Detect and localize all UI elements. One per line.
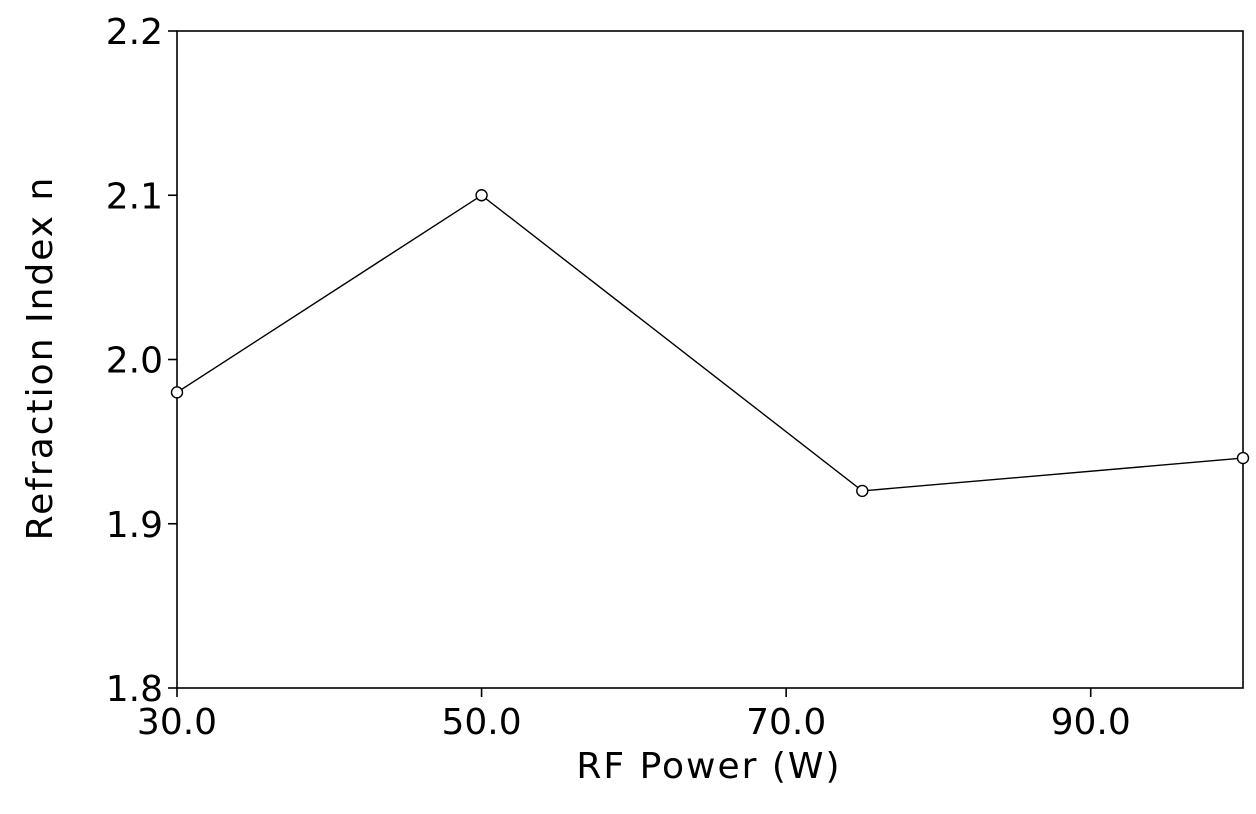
data-point	[170, 386, 184, 399]
x-axis-title: RF Power (W)	[576, 746, 841, 787]
y-tick-label: 2.1	[106, 176, 163, 217]
data-series	[170, 189, 1250, 498]
data-point	[856, 484, 869, 498]
axes	[176, 30, 1244, 689]
data-point	[1236, 451, 1250, 465]
y-tick-label: 2.0	[106, 341, 163, 382]
plot-frame	[176, 30, 1244, 689]
y-tick-label: 1.8	[106, 669, 163, 710]
tick-marks	[168, 30, 1092, 697]
tick-labels: 1.8 1.9 2.0 2.1 2.2 30.0 50.0 70.0 90.0	[106, 12, 1131, 743]
series-line	[176, 194, 1244, 492]
x-tick-label: 90.0	[1051, 702, 1131, 743]
x-tick-label: 30.0	[137, 702, 217, 743]
x-tick-label: 70.0	[746, 702, 826, 743]
y-tick-label: 2.2	[106, 12, 163, 53]
x-tick-label: 50.0	[441, 702, 521, 743]
y-axis-title: Refraction Index n	[20, 176, 61, 541]
data-point	[475, 189, 488, 202]
y-tick-label: 1.9	[106, 505, 163, 546]
